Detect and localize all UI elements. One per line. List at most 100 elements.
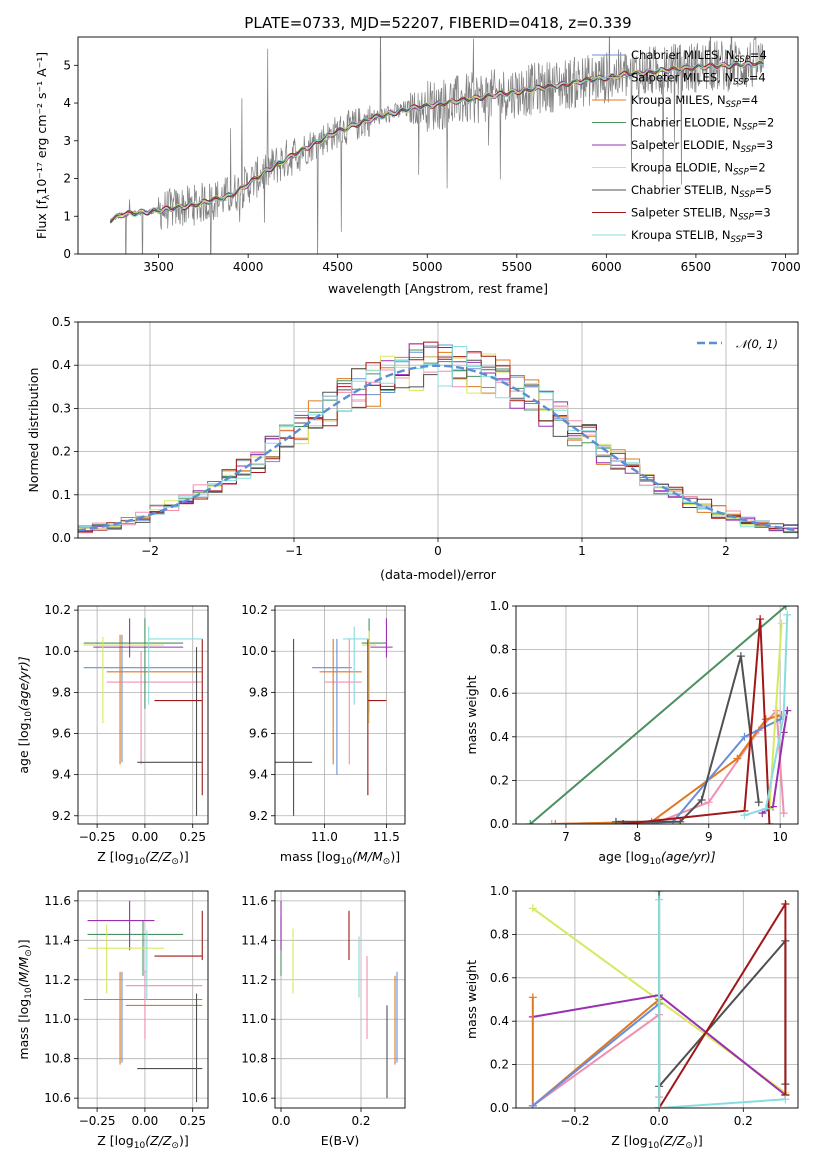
y-tick-label: 11.6 <box>44 894 71 908</box>
y-tick-label: 10.8 <box>44 1052 71 1066</box>
x-tick-label: 6500 <box>681 260 712 274</box>
y-tick-label: 9.6 <box>249 727 268 741</box>
x-label-main: E(B-V) <box>321 1133 360 1148</box>
axes-age_vs_Z: −0.25 0.00 0.259.29.49.69.810.010.2Z [log1… <box>16 603 209 867</box>
x-tick-label: 4500 <box>322 260 353 274</box>
legend-label-tail: =3 <box>756 138 773 152</box>
x-tick-label: 0 <box>434 544 442 558</box>
y-label-main: mass [log <box>16 999 31 1060</box>
legend-label-sub: SSP <box>738 213 754 223</box>
x-tick-label: 9 <box>705 830 713 844</box>
weight-marker-kroupa_miles <box>551 820 560 824</box>
weight-line-salpeter_miles <box>532 1012 661 1107</box>
y-tick-label: 11.4 <box>241 933 268 947</box>
x-label-tail: (M/M <box>352 849 383 864</box>
axes-frame <box>77 321 799 539</box>
axes-frame <box>515 605 799 825</box>
weight-marker-salpeter_stelib <box>781 900 790 909</box>
y-tick-label: 10.0 <box>44 644 71 658</box>
x-tick-label: 0.25 <box>179 830 206 844</box>
y-axis-label: mass weight <box>464 675 479 754</box>
weight-line-kroupa_stelib <box>744 614 789 817</box>
weight-marker-salpeter_stelib <box>619 820 628 824</box>
x-label-sub: 10 <box>134 1141 146 1151</box>
plot-area-residuals <box>78 341 798 534</box>
plot-area-age_vs_mass <box>275 618 393 816</box>
legend-label-main: Salpeter MILES, N <box>631 71 733 85</box>
y-tick-label: 1.0 <box>490 884 509 898</box>
y-tick-label: 0.3 <box>52 401 71 415</box>
x-tick-label: 0.00 <box>132 1114 159 1128</box>
legend-label-salpeter_elodie: Salpeter ELODIE, NSSP=3 <box>631 138 773 155</box>
y-tick-label: 9.2 <box>52 809 71 823</box>
y-tick-label: 11.4 <box>44 933 71 947</box>
weight-line-kroupa_stelib <box>658 899 786 1108</box>
weight-marker-salpeter_stelib <box>756 615 765 624</box>
y-axis-label: mass weight <box>464 960 479 1039</box>
legend-label-kroupa_stelib: Kroupa STELIB, NSSP=3 <box>631 228 763 245</box>
x-label-tail: (Z/Z <box>659 1133 686 1148</box>
y-tick-label: 9.4 <box>249 768 268 782</box>
y-tick-label: 10.0 <box>241 644 268 658</box>
weight-marker-kroupa_miles <box>528 993 537 1002</box>
y-tick-label: 9.6 <box>52 727 71 741</box>
x-tick-label: 0.0 <box>650 1114 669 1128</box>
legend-label-tail: =4 <box>749 71 766 85</box>
y-label-sun: ⊙ <box>24 949 34 957</box>
x-axis-label: (data-model)/error <box>380 567 497 582</box>
axes-mass_vs_ebv: 0.0 0.2 10.6 10.8 11.0 11.2 11.4 11.6 E(B-V) <box>241 890 406 1148</box>
y-tick-label: 4 <box>63 96 71 110</box>
x-tick-label: 11.5 <box>373 830 400 844</box>
x-label-main: Z [log <box>611 1133 647 1148</box>
axes-frame <box>515 890 799 1109</box>
weight-marker-kroupa_elodie <box>777 619 786 628</box>
legend-label-tail: =4 <box>741 93 758 107</box>
weight-marker-salpeter_stelib <box>765 820 774 824</box>
histogram-salpeter_stelib <box>78 341 798 533</box>
y-tick-label: 11.6 <box>241 894 268 908</box>
weight-marker-kroupa_stelib <box>779 711 788 719</box>
x-label-sun: ⊙ <box>685 1141 693 1151</box>
x-label-sub: 10 <box>134 857 146 867</box>
weight-marker-kroupa_stelib <box>783 610 792 619</box>
y-tick-label: 9.2 <box>249 809 268 823</box>
legend-label-main: Chabrier ELODIE, N <box>631 116 742 130</box>
chart-title: PLATE=0733, MJD=52207, FIBERID=0418, z=0… <box>244 14 631 32</box>
x-tick-label: 5000 <box>412 260 443 274</box>
legend-label-sub: SSP <box>731 235 747 245</box>
weight-marker-kroupa_stelib <box>781 1095 790 1104</box>
axes-frame <box>274 890 406 1109</box>
legend-label-main: Salpeter STELIB, N <box>631 206 738 220</box>
y-label-main: mass weight <box>464 960 479 1039</box>
legend-label-kroupa_elodie: Kroupa ELODIE, NSSP=2 <box>631 161 766 178</box>
legend-label-chabrier_elodie: Chabrier ELODIE, NSSP=2 <box>631 116 774 133</box>
x-tick-label: 11.0 <box>311 830 338 844</box>
x-tick-label: 4000 <box>233 260 264 274</box>
x-label-end: )] <box>179 849 189 864</box>
weight-marker-chabrier_elodie <box>655 891 664 895</box>
x-tick-label: 7 <box>562 830 570 844</box>
x-axis-label: E(B-V) <box>321 1133 360 1148</box>
weight-line-chabrier_elodie <box>529 606 787 824</box>
weight-marker-chabrier_elodie <box>781 606 790 610</box>
x-label-tail: (Z/Z <box>145 849 172 864</box>
y-tick-label: 9.8 <box>52 685 71 699</box>
x-tick-label: 5500 <box>502 260 533 274</box>
x-axis-label: mass [log10(M/M⊙)] <box>280 849 400 867</box>
legend-label-main: Chabrier MILES, N <box>631 48 734 62</box>
x-tick-label: −0.25 <box>79 830 116 844</box>
legend-label-tail: =4 <box>750 48 767 62</box>
x-axis-label: wavelength [Angstrom, rest frame] <box>328 281 548 296</box>
legend-label-main: Salpeter ELODIE, N <box>631 138 741 152</box>
x-label-end: )] <box>390 849 400 864</box>
y-label-main: age [log <box>16 722 31 773</box>
weight-line-chabrier_miles <box>623 718 781 824</box>
x-label-sub: 10 <box>648 1141 660 1151</box>
weight-marker-chabrier_stelib <box>697 796 706 805</box>
axes-residuals: −2 −1 0 1 2 0.0 0.1 0.2 0.3 0.4 0.5 𝒩(0, 1) (data-mo… <box>26 315 799 582</box>
x-label-sun: ⊙ <box>383 857 391 867</box>
x-tick-label: 0.2 <box>351 1114 370 1128</box>
legend-label-tail: =3 <box>746 228 763 242</box>
legend-label-sub: SSP <box>733 78 749 88</box>
